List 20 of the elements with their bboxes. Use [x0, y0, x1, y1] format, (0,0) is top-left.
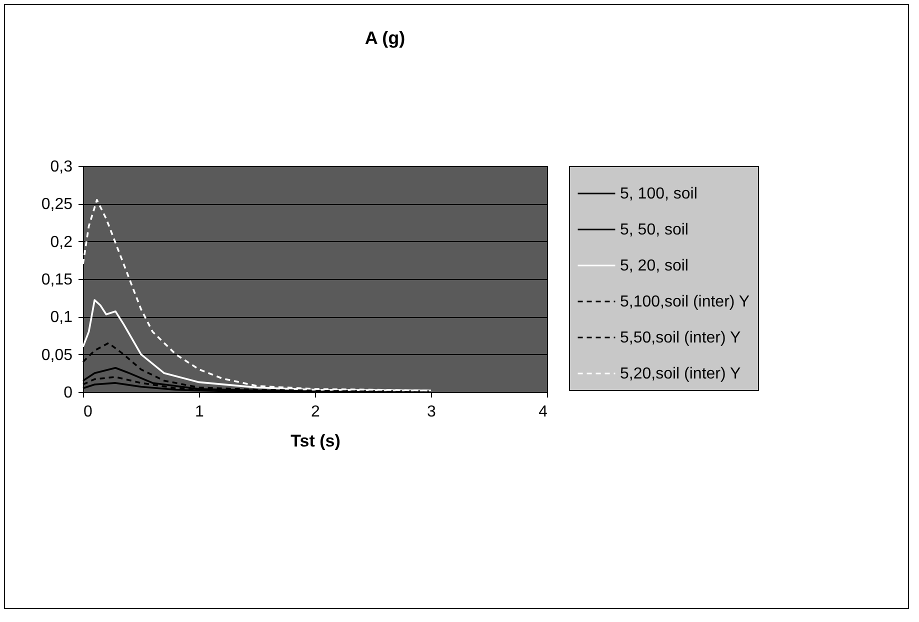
y-tick-label: 0,25: [41, 196, 73, 214]
y-tick-label: 0,15: [41, 272, 73, 288]
y-tick-label: 0,2: [50, 234, 73, 251]
x-tick-label: 2: [311, 404, 320, 420]
y-tick-label: 0,05: [41, 346, 73, 364]
legend-label: 5, 20, soil: [620, 258, 688, 274]
x-tick-label: 1: [195, 404, 204, 420]
x-tick-label: 4: [538, 404, 548, 420]
chart-title: A (g): [364, 28, 406, 48]
x-axis-title: Tst (s): [290, 432, 340, 450]
legend-label: 5, 100, soil: [620, 186, 698, 202]
legend-label: 5,100,soil (inter) Y: [620, 294, 750, 310]
x-tick-label: 3: [427, 404, 436, 420]
x-tick-label: 0: [84, 404, 92, 420]
y-tick-label: 0,3: [50, 158, 73, 176]
y-tick-label: 0: [64, 384, 73, 402]
legend-label: 5,20,soil (inter) Y: [620, 366, 741, 382]
legend-label: 5,50,soil (inter) Y: [620, 330, 741, 346]
y-tick-label: 0,1: [50, 309, 73, 326]
legend-label: 5, 50, soil: [620, 222, 688, 238]
